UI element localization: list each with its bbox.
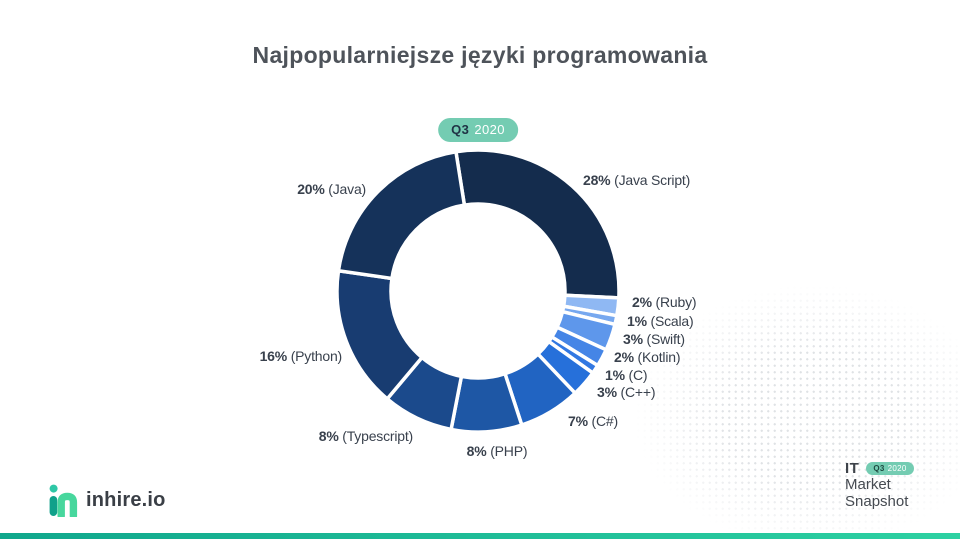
- slice-label-swift: 3% (Swift): [623, 331, 685, 347]
- slice-label-java: 20% (Java): [297, 181, 366, 197]
- period-badge-year: 2020: [474, 122, 505, 137]
- footer-brand-market: Market: [845, 476, 891, 493]
- slice-percent: 8%: [466, 443, 487, 459]
- slice-language: (C++): [616, 384, 656, 400]
- slice-language: (Python): [287, 348, 343, 364]
- slice-language: (PHP): [486, 443, 528, 459]
- slice-language: (Typescript): [338, 428, 413, 444]
- slice-language: (C): [624, 367, 648, 383]
- slice-percent: 2%: [632, 294, 652, 310]
- slice-percent: 1%: [605, 367, 625, 383]
- inhire-logo-icon: [49, 484, 78, 517]
- slice-label-typescript: 8% (Typescript): [319, 428, 413, 444]
- slice-label-scala: 1% (Scala): [627, 313, 694, 329]
- slice-label-ruby: 2% (Ruby): [632, 294, 697, 310]
- footer-period-quarter: Q3: [873, 464, 885, 473]
- donut-slice-java-script: [454, 148, 621, 300]
- footer-brand-snapshot: Snapshot: [845, 492, 909, 510]
- slice-language: (C#): [587, 413, 619, 429]
- slice-percent: 8%: [318, 428, 339, 444]
- footer-accent-bar: [0, 533, 960, 539]
- inhire-logo: inhire.io: [48, 484, 166, 517]
- slice-label-java-script: 28% (Java Script): [583, 172, 690, 188]
- slice-language: (Kotlin): [633, 349, 681, 365]
- slice-language: (Ruby): [651, 294, 697, 310]
- slice-percent: 20%: [297, 181, 325, 197]
- slice-percent: 1%: [627, 313, 647, 329]
- dot-pattern-background: [596, 252, 960, 534]
- footer-brand-it: IT: [845, 460, 860, 477]
- slice-percent: 2%: [614, 349, 634, 365]
- period-badge: Q3 2020: [438, 118, 518, 142]
- slice-label-python: 16% (Python): [259, 348, 343, 364]
- footer-period-badge: Q3 2020: [866, 462, 914, 475]
- slice-percent: 16%: [259, 348, 288, 364]
- footer-period-year: 2020: [887, 464, 907, 473]
- slice-percent: 28%: [583, 172, 611, 188]
- slice-label-c: 1% (C): [605, 367, 648, 383]
- footer-brand: IT Q3 2020 Market Snapshot: [845, 460, 914, 510]
- slice-language: (Swift): [642, 331, 685, 347]
- slice-language: (Scala): [646, 313, 694, 329]
- slice-percent: 3%: [623, 331, 643, 347]
- chart-title: Najpopularniejsze języki programowania: [252, 42, 708, 68]
- slice-label-kotlin: 2% (Kotlin): [614, 349, 680, 365]
- slice-percent: 7%: [568, 413, 588, 429]
- inhire-logo-text: inhire.io: [86, 489, 166, 511]
- slice-label-c-: 3% (C++): [597, 384, 656, 400]
- slice-language: (Java Script): [610, 172, 691, 188]
- slice-percent: 3%: [597, 384, 617, 400]
- slice-label-php: 8% (PHP): [467, 443, 528, 459]
- slice-language: (Java): [324, 181, 366, 197]
- donut-slice-java: [336, 149, 467, 281]
- period-badge-quarter: Q3: [451, 122, 470, 137]
- slice-label-c-: 7% (C#): [568, 413, 618, 429]
